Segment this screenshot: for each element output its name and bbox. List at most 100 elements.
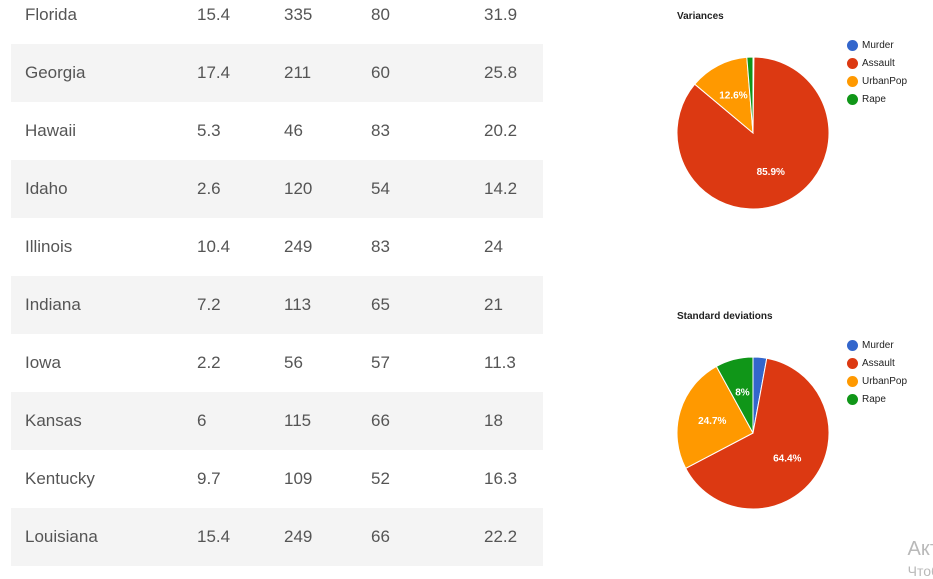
table-row: Illinois 10.4 249 83 24 (11, 218, 543, 276)
table-row: Indiana 7.2 113 65 21 (11, 276, 543, 334)
murder-cell: 17.4 (197, 63, 231, 82)
assault-cell: 46 (284, 121, 303, 140)
rape-cell: 11.3 (484, 353, 516, 372)
legend-dot-icon (847, 58, 858, 69)
urbanpop-cell: 52 (371, 469, 390, 488)
legend-label: Murder (862, 340, 894, 351)
urbanpop-cell: 60 (371, 63, 390, 82)
table-row: Kentucky 9.7 109 52 16.3 (11, 450, 543, 508)
legend-item-urbanpop[interactable]: UrbanPop (847, 373, 907, 391)
pie-slice-urbanpop[interactable] (694, 56, 754, 135)
rape-cell: 16.3 (484, 469, 518, 488)
rape-cell: 24 (484, 237, 503, 256)
murder-cell: 9.7 (197, 469, 221, 488)
pie-slice-label: 12.6% (719, 91, 747, 102)
table-row: Idaho 2.6 120 54 14.2 (11, 160, 543, 218)
legend-item-assault[interactable]: Assault (847, 355, 907, 373)
chart-title: Variances (677, 11, 724, 22)
pie-slice-label: 8% (735, 387, 750, 398)
legend-item-assault[interactable]: Assault (847, 55, 907, 73)
legend-dot-icon (847, 94, 858, 105)
legend-item-murder[interactable]: Murder (847, 337, 907, 355)
urbanpop-cell: 54 (371, 179, 390, 198)
state-cell: Hawaii (25, 121, 77, 140)
assault-cell: 115 (284, 411, 312, 430)
state-cell: Iowa (25, 353, 61, 372)
legend-label: Murder (862, 40, 894, 51)
assault-cell: 56 (284, 353, 303, 372)
rape-cell: 21 (484, 295, 503, 314)
chart-title: Standard deviations (677, 311, 773, 322)
legend-label: UrbanPop (862, 376, 908, 387)
state-cell: Kansas (25, 411, 82, 430)
urbanpop-cell: 83 (371, 121, 390, 140)
urbanpop-cell: 83 (371, 237, 390, 256)
urbanpop-cell: 57 (371, 353, 390, 372)
legend-label: Rape (862, 94, 886, 105)
rape-cell: 18 (484, 411, 503, 430)
murder-cell: 10.4 (197, 237, 231, 256)
pie-slice-rape[interactable] (746, 56, 754, 134)
standard-deviations-pie-chart: 64.4% 24.7% 8% (676, 356, 830, 510)
legend-item-urbanpop[interactable]: UrbanPop (847, 73, 907, 91)
murder-cell: 15.4 (197, 527, 231, 546)
legend-label: UrbanPop (862, 76, 908, 87)
murder-cell: 15.4 (197, 5, 231, 24)
murder-cell: 2.2 (197, 353, 221, 372)
pie-slice-urbanpop[interactable] (676, 365, 754, 470)
urbanpop-cell: 66 (371, 411, 390, 430)
murder-cell: 5.3 (197, 121, 221, 140)
table-row: Kansas 6 115 66 18 (11, 392, 543, 450)
assault-cell: 113 (284, 295, 312, 314)
rape-cell: 31.9 (484, 5, 518, 24)
chart-legend: Murder Assault UrbanPop Rape (847, 37, 907, 109)
urbanpop-cell: 80 (371, 5, 390, 24)
rape-cell: 25.8 (484, 63, 518, 82)
variances-pie-chart: 85.9% 12.6% (676, 56, 830, 210)
rape-cell: 22.2 (484, 527, 518, 546)
table-row: Hawaii 5.3 46 83 20.2 (11, 102, 543, 160)
legend-item-rape[interactable]: Rape (847, 91, 907, 109)
legend-dot-icon (847, 340, 858, 351)
table-row: Florida 15.4 335 80 31.9 (11, 0, 543, 44)
urbanpop-cell: 66 (371, 527, 390, 546)
murder-cell: 7.2 (197, 295, 221, 314)
legend-label: Assault (862, 358, 895, 369)
legend-label: Assault (862, 58, 895, 69)
state-cell: Idaho (25, 179, 68, 198)
rape-cell: 20.2 (484, 121, 518, 140)
activation-watermark-text: Чтоб (907, 563, 933, 579)
data-table: Florida 15.4 335 80 31.9 Georgia 17.4 21… (11, 0, 543, 566)
state-cell: Illinois (25, 237, 73, 256)
legend-dot-icon (847, 358, 858, 369)
table-row: Louisiana 15.4 249 66 22.2 (11, 508, 543, 566)
assault-cell: 249 (284, 237, 313, 256)
chart-legend: Murder Assault UrbanPop Rape (847, 337, 907, 409)
rape-cell: 14.2 (484, 179, 518, 198)
legend-item-murder[interactable]: Murder (847, 37, 907, 55)
murder-cell: 6 (197, 411, 207, 430)
assault-cell: 120 (284, 179, 313, 198)
pie-slice-label: 64.4% (773, 454, 801, 465)
murder-cell: 2.6 (197, 179, 221, 198)
activation-watermark-title: Акт (907, 538, 933, 560)
assault-cell: 335 (284, 5, 313, 24)
table-row: Iowa 2.2 56 57 11.3 (11, 334, 543, 392)
assault-cell: 109 (284, 469, 313, 488)
pie-slice-rape[interactable] (715, 356, 754, 434)
pie-slice-assault[interactable] (685, 357, 830, 510)
state-cell: Louisiana (25, 527, 98, 546)
pie-slice-label: 24.7% (698, 416, 726, 427)
legend-dot-icon (847, 76, 858, 87)
legend-dot-icon (847, 40, 858, 51)
legend-dot-icon (847, 394, 858, 405)
legend-label: Rape (862, 394, 886, 405)
legend-item-rape[interactable]: Rape (847, 391, 907, 409)
urbanpop-cell: 65 (371, 295, 390, 314)
state-cell: Florida (25, 5, 77, 24)
table-row: Georgia 17.4 211 60 25.8 (11, 44, 543, 102)
pie-slice-label: 85.9% (757, 167, 785, 178)
assault-cell: 211 (284, 63, 312, 82)
state-cell: Georgia (25, 63, 86, 82)
legend-dot-icon (847, 376, 858, 387)
